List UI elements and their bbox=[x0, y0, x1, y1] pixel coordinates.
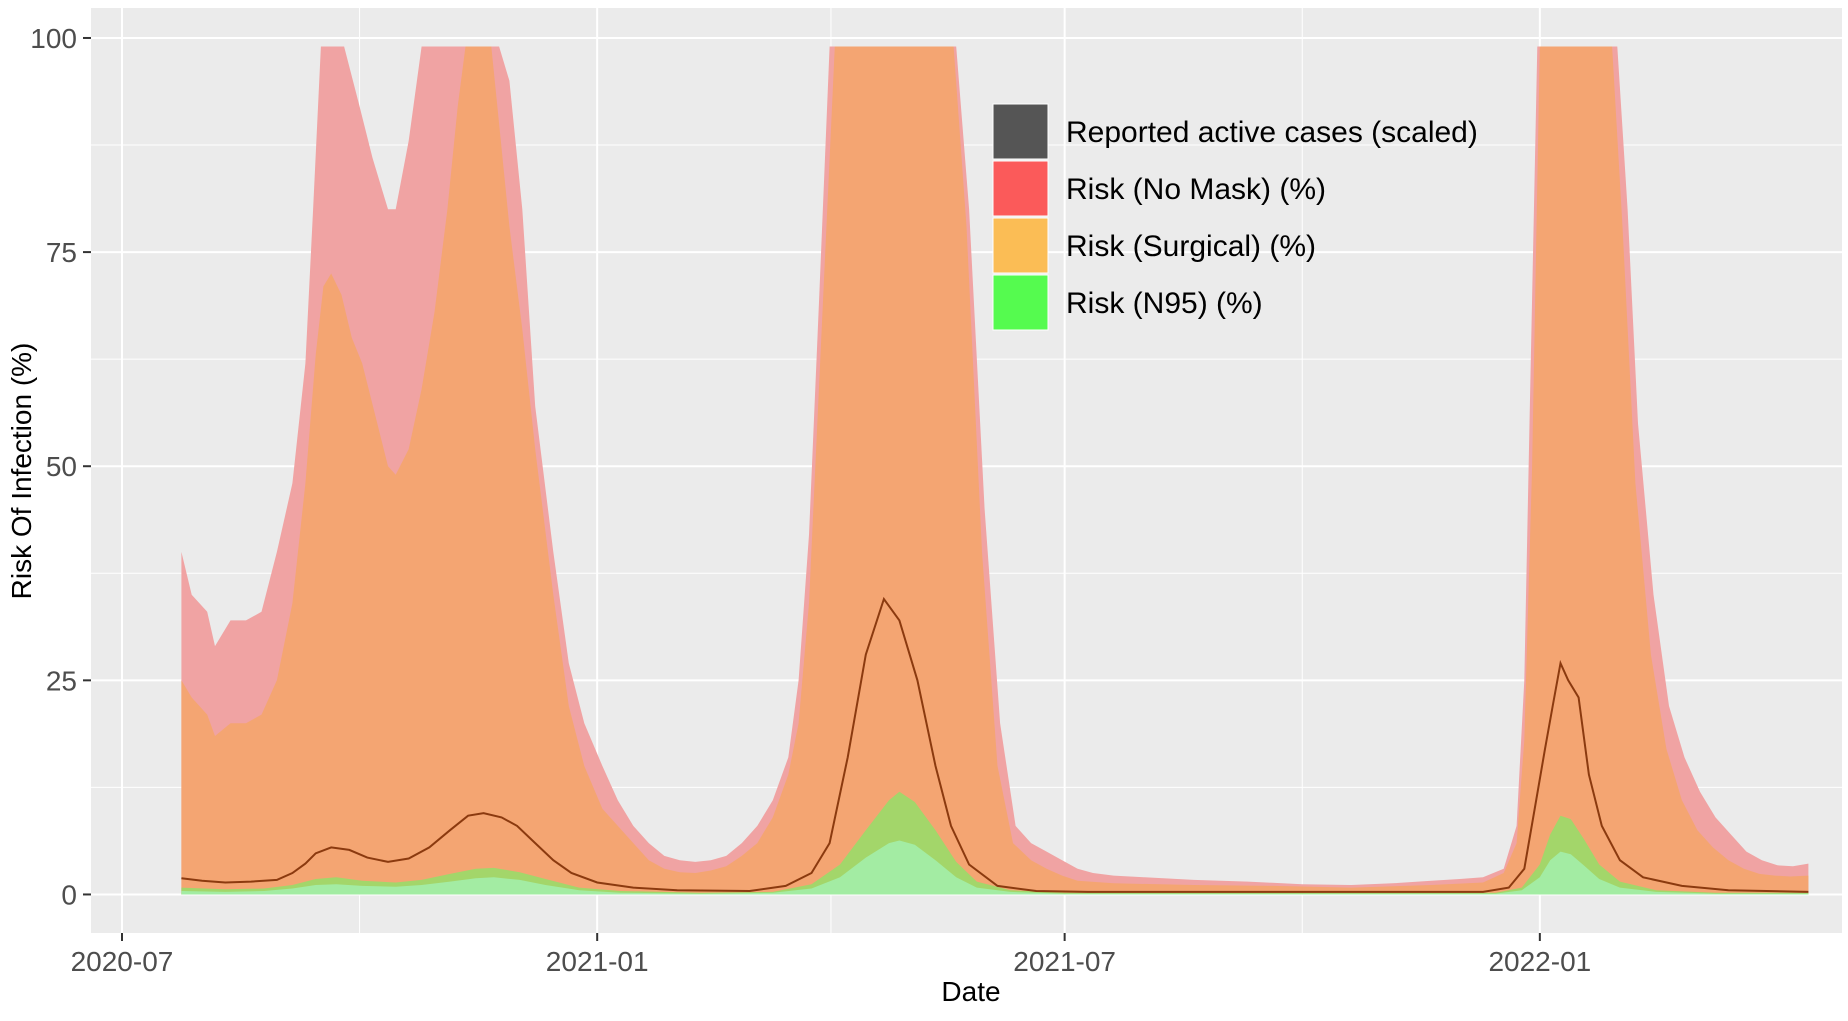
y-tick-label: 50 bbox=[46, 451, 77, 482]
x-tick-label: 2021-01 bbox=[546, 946, 649, 977]
y-tick-label: 100 bbox=[30, 23, 77, 54]
legend-key bbox=[992, 217, 1049, 274]
legend-key bbox=[992, 103, 1049, 160]
series-area-3 bbox=[181, 840, 1809, 895]
legend-label: Risk (N95) (%) bbox=[1066, 287, 1263, 320]
legend-key bbox=[992, 160, 1049, 217]
series-area-1 bbox=[181, 46, 1809, 895]
x-axis-title: Date bbox=[941, 976, 1000, 1007]
x-tick-label: 2021-07 bbox=[1013, 946, 1116, 977]
series-areas bbox=[181, 46, 1809, 895]
x-tick-label: 2020-07 bbox=[71, 946, 174, 977]
series-lines bbox=[181, 596, 1809, 893]
legend-key bbox=[992, 274, 1049, 331]
legend-label: Risk (Surgical) (%) bbox=[1066, 230, 1316, 263]
x-tick-label: 2022-01 bbox=[1488, 946, 1591, 977]
y-axis-title: Risk Of Infection (%) bbox=[6, 343, 37, 600]
legend-label: Reported active cases (scaled) bbox=[1066, 116, 1478, 149]
y-tick-label: 75 bbox=[46, 237, 77, 268]
legend: Reported active cases (scaled) Risk (No M… bbox=[992, 103, 1478, 331]
legend-label: Risk (No Mask) (%) bbox=[1066, 173, 1326, 206]
y-tick-label: 25 bbox=[46, 665, 77, 696]
series-area-2 bbox=[181, 791, 1809, 895]
axes: 0 25 50 75 100 2020-07 2021-01 2021-07 2022-01 bbox=[30, 23, 1591, 977]
y-tick-label: 0 bbox=[61, 879, 77, 910]
series-line-active-cases bbox=[181, 596, 1809, 893]
